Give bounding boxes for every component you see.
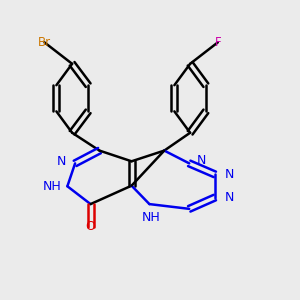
Text: N: N: [196, 154, 206, 167]
Text: O: O: [85, 220, 95, 233]
Text: NH: NH: [142, 211, 160, 224]
Text: Br: Br: [38, 36, 51, 49]
Text: NH: NH: [43, 180, 61, 193]
Text: N: N: [224, 168, 234, 181]
Text: N: N: [224, 191, 234, 204]
Text: N: N: [57, 155, 66, 168]
Text: F: F: [214, 36, 221, 49]
